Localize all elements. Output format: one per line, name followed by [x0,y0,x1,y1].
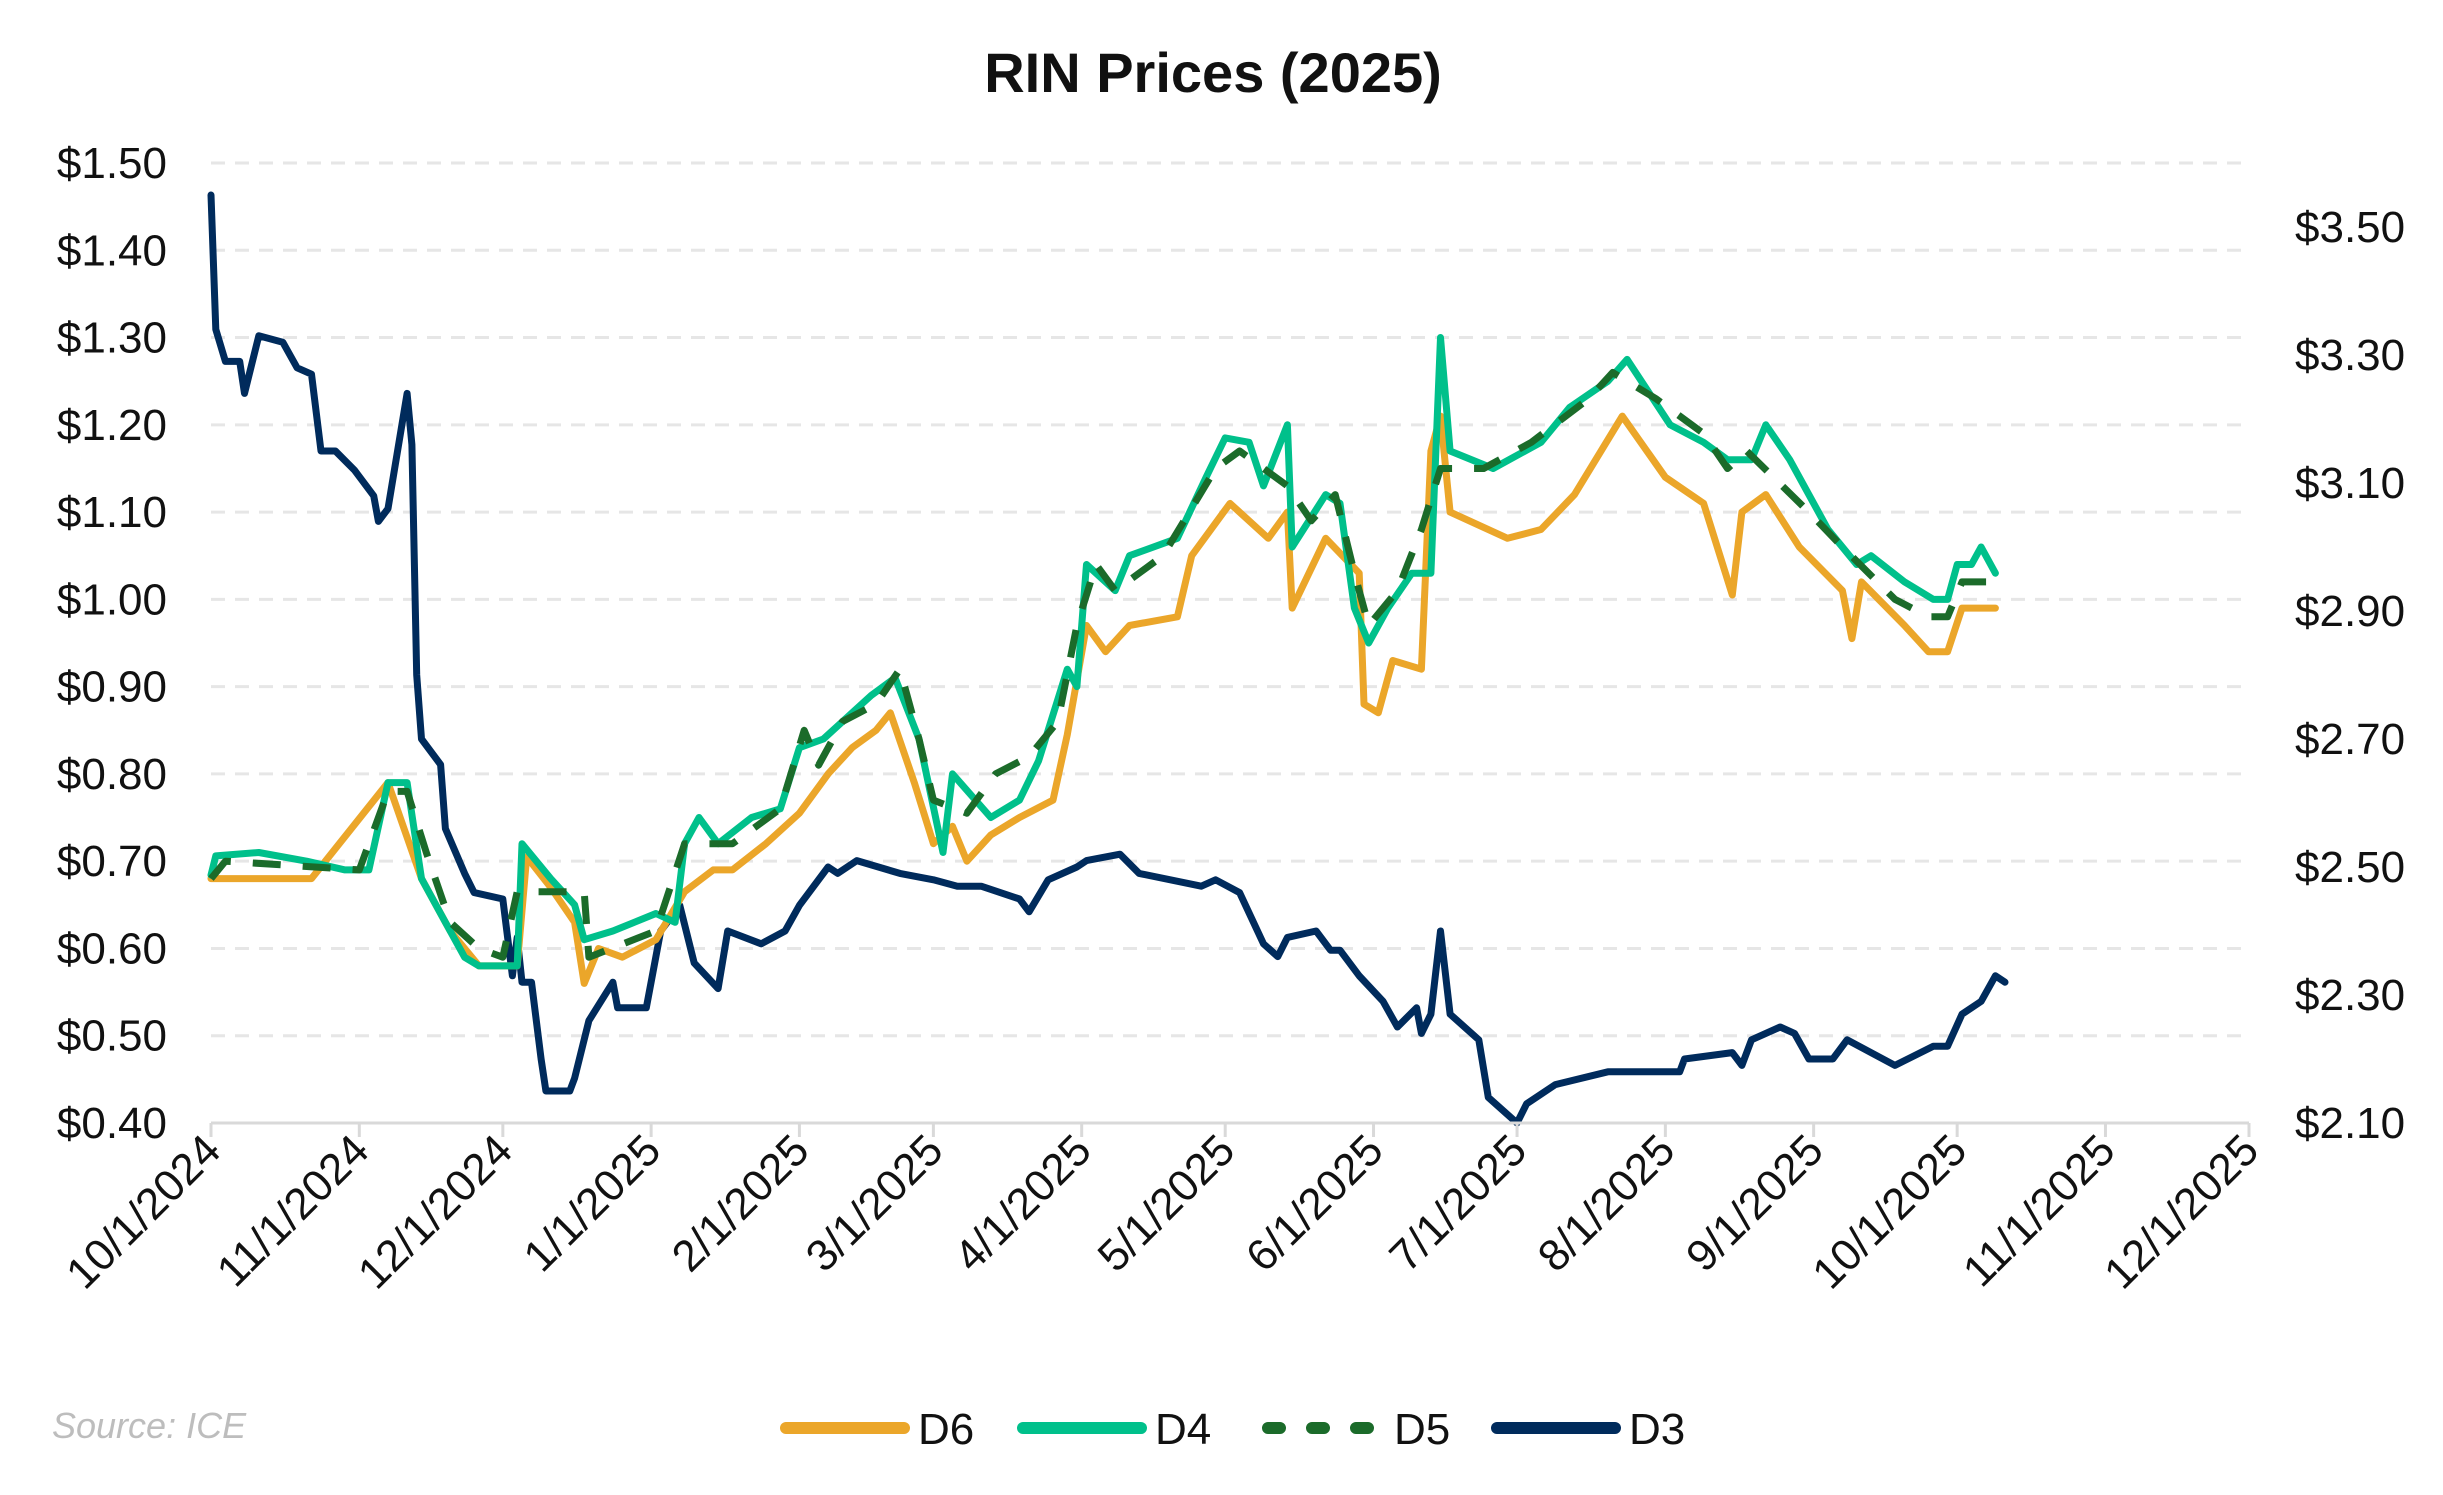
x-tick-label: 10/1/2025 [1803,1125,1976,1298]
legend: D6 D4 D5 D3 [780,1405,1685,1454]
x-tick-label: 11/1/2024 [208,1125,379,1296]
y-left-tick-label: $1.40 [57,226,167,275]
y-left-tick-label: $1.10 [57,488,167,537]
gridlines [211,161,2249,1038]
legend-label: D6 [918,1405,974,1454]
x-tick-label: 4/1/2025 [945,1125,1101,1281]
y-right-tick-label: $2.50 [2295,843,2405,892]
y-right-tick-label: $3.30 [2295,331,2405,380]
series-line-d5 [208,369,2001,961]
legend-label: D5 [1394,1405,1450,1454]
y-right-tick-label: $3.10 [2295,459,2405,508]
series-line-d6 [207,412,1999,987]
y-left-tick-label: $0.90 [57,663,167,712]
x-tick-label: 8/1/2025 [1529,1125,1685,1281]
y-left-tick-label: $1.30 [57,314,167,363]
y-right-tick-label: $2.70 [2295,715,2405,764]
x-tick-label: 3/1/2025 [797,1125,953,1281]
y-left-tick-label: $1.20 [57,401,167,450]
legend-item-d5: D5 [1262,1405,1450,1454]
y-left-tick-label: $0.80 [57,750,167,799]
legend-item-d4: D4 [1017,1405,1211,1454]
x-tick-label: 12/1/2024 [349,1125,522,1298]
y-right-tick-label: $2.90 [2295,587,2405,636]
legend-label: D4 [1155,1405,1211,1454]
x-tick-label: 5/1/2025 [1089,1125,1245,1281]
chart-title: RIN Prices (2025) [984,41,1442,104]
y-left-tick-label: $1.00 [57,575,167,624]
y-left-tick-label: $0.70 [57,837,167,886]
y-right-tick-label: $3.50 [2295,203,2405,252]
x-tick-label: 10/1/2024 [57,1125,230,1298]
y-left-tick-label: $0.40 [57,1099,167,1148]
series-line-d4 [207,334,1999,970]
y-left-tick-label: $0.50 [57,1012,167,1061]
x-tick-label: 11/1/2025 [1954,1125,2125,1296]
series-lines [207,191,2009,1127]
x-tick-label: 6/1/2025 [1237,1125,1393,1281]
x-tick-label: 1/1/2025 [514,1125,670,1281]
y-right-tick-label: $2.10 [2295,1099,2405,1148]
x-tick-label: 12/1/2025 [2095,1125,2268,1298]
y-left-tick-label: $1.50 [57,139,167,188]
legend-item-d6: D6 [780,1405,974,1454]
legend-label: D3 [1629,1405,1685,1454]
legend-item-d3: D3 [1491,1405,1685,1454]
x-tick-label: 2/1/2025 [663,1125,819,1281]
y-left-tick-label: $0.60 [57,924,167,973]
source-note: Source: ICE [52,1405,247,1446]
y-right-tick-label: $2.30 [2295,971,2405,1020]
x-tick-label: 7/1/2025 [1380,1125,1536,1281]
axes: $0.40 $0.50 $0.60 $0.70 $0.80 $0.90 $1.00 $1.10… [57,139,2405,1298]
series-line-d3 [207,191,2009,1127]
